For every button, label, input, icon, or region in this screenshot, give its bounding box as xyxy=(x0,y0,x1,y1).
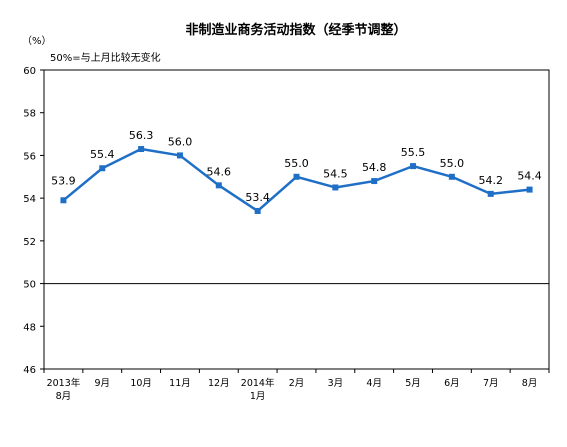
data-point-marker xyxy=(60,197,67,204)
series-group xyxy=(60,146,533,214)
data-labels-group: 53.9 55.4 56.3 56.0 54.6 53.4 55.0 54.5 54.8 55.5… xyxy=(51,129,542,204)
data-label: 55.5 xyxy=(401,146,426,159)
x-tick-label: 8月 xyxy=(56,391,72,402)
y-tick-label: 56 xyxy=(23,151,36,162)
chart-note: 50%=与上月比较无变化 xyxy=(50,51,161,64)
x-tick-label: 2014年 xyxy=(241,377,275,389)
data-point-marker xyxy=(254,207,261,214)
x-tick-label: 2013年 xyxy=(47,377,81,389)
y-tick-label: 54 xyxy=(23,194,36,205)
plot-frame xyxy=(43,69,550,370)
data-label: 55.0 xyxy=(284,157,309,170)
data-label: 56.3 xyxy=(129,129,154,142)
x-tick-label: 3月 xyxy=(328,378,344,389)
data-label: 54.2 xyxy=(478,174,503,187)
data-label: 53.9 xyxy=(51,174,76,187)
x-tick-label: 5月 xyxy=(405,378,421,389)
data-label: 54.8 xyxy=(362,161,387,174)
y-tick-label: 46 xyxy=(23,365,36,376)
data-point-marker xyxy=(138,146,145,153)
x-tick-label: 8月 xyxy=(522,378,538,389)
data-label: 54.5 xyxy=(323,167,348,180)
x-tick-label: 10月 xyxy=(130,378,152,389)
y-tick-label: 48 xyxy=(23,322,36,333)
x-tick-label: 1月 xyxy=(250,391,266,402)
data-point-marker xyxy=(487,190,494,197)
data-point-marker xyxy=(99,165,106,172)
x-tick-label: 9月 xyxy=(94,378,110,389)
data-point-marker xyxy=(526,186,533,193)
data-point-marker xyxy=(332,184,339,191)
y-axis-ticks: 60 58 56 54 52 50 48 46 xyxy=(23,66,44,376)
x-tick-label: 11月 xyxy=(169,378,191,389)
data-label: 55.0 xyxy=(440,157,465,170)
data-label: 53.4 xyxy=(245,191,270,204)
x-tick-label: 2月 xyxy=(289,378,305,389)
data-point-marker xyxy=(176,152,183,159)
y-tick-label: 50 xyxy=(23,280,36,291)
y-unit-label: （%） xyxy=(22,35,52,47)
data-label: 55.4 xyxy=(90,148,115,161)
data-label: 54.6 xyxy=(207,165,232,178)
y-tick-label: 52 xyxy=(23,237,36,248)
data-point-marker xyxy=(371,178,378,185)
data-label: 56.0 xyxy=(168,135,193,148)
data-point-marker xyxy=(215,182,222,189)
data-point-marker xyxy=(410,163,417,170)
plot-area-border xyxy=(43,69,550,370)
x-tick-label: 7月 xyxy=(483,378,499,389)
data-label: 54.4 xyxy=(517,170,542,183)
y-tick-label: 60 xyxy=(23,66,36,77)
x-tick-label: 6月 xyxy=(444,378,460,389)
x-tick-label: 12月 xyxy=(208,378,230,389)
x-tick-label: 4月 xyxy=(366,378,382,389)
data-point-marker xyxy=(448,173,455,180)
data-point-marker xyxy=(293,173,300,180)
x-axis-ticks: 2013年 8月 9月 10月 11月 12月 2014年 1月 2月 3月 4月 5月 6月 7月 8月 xyxy=(43,369,550,402)
y-tick-label: 58 xyxy=(23,109,36,120)
chart-title: 非制造业商务活动指数（经季节调整） xyxy=(185,22,406,38)
